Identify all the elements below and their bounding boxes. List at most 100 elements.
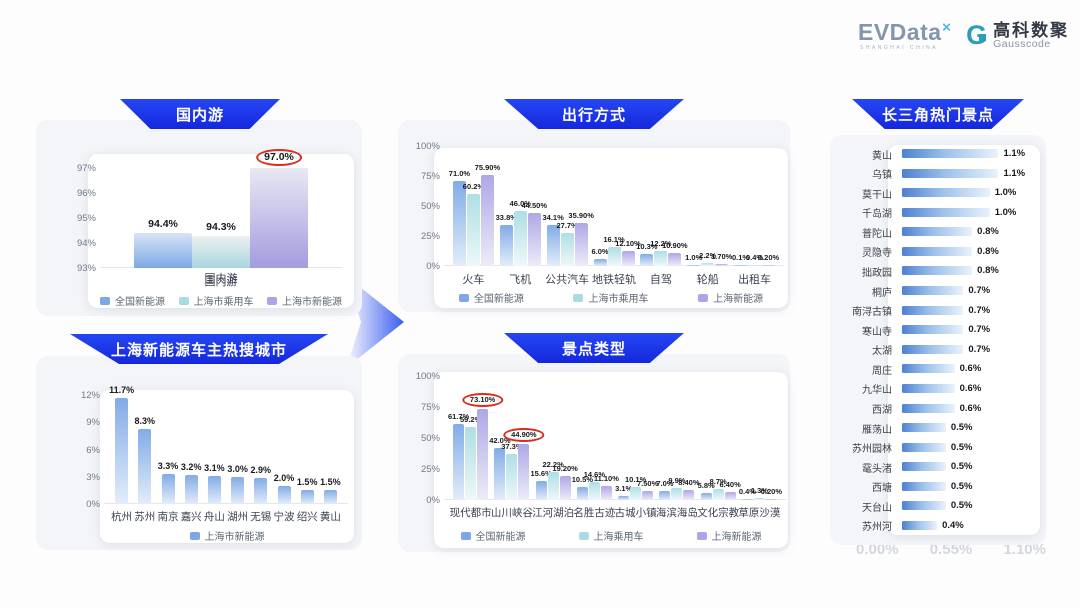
- hbar-row: 苏州园林 0.5%: [834, 441, 1036, 456]
- hbar-category-label: 西湖: [872, 405, 892, 417]
- x-category-label: 无锡: [250, 511, 272, 523]
- bar-value-label: 8.3%: [134, 415, 156, 426]
- hbar-track: 0.7%: [902, 304, 1036, 316]
- y-tick-label: 100%: [415, 141, 440, 152]
- bar-value-label: 60.2%: [462, 181, 485, 191]
- bar-value-label: 3.1%: [204, 462, 225, 473]
- banner-travel-modes: 出行方式: [504, 99, 684, 129]
- hbar-track: 0.4%: [902, 520, 1036, 531]
- bar: [477, 409, 489, 500]
- x-category-label: 古城小镇: [614, 507, 657, 519]
- hbar-track: 0.6%: [902, 363, 1036, 374]
- bar: [765, 498, 777, 500]
- x-category-label: 海滨海岛: [655, 507, 698, 519]
- legend-label: 上海市乘用车: [588, 294, 649, 305]
- bar-value-label: 12.10%: [615, 239, 641, 249]
- hbar-track: 1.1%: [902, 168, 1036, 179]
- bar: [494, 447, 506, 500]
- bar-value-label: 10.1%: [624, 475, 647, 485]
- hbar-track: 0.8%: [902, 265, 1036, 276]
- bar: [576, 486, 588, 500]
- hbar-value-label: 0.5%: [950, 422, 973, 434]
- bar-value-label: 7.0%: [656, 479, 674, 489]
- x-category-label: 南京: [157, 511, 179, 523]
- bar-value-label: 6.40%: [719, 480, 741, 490]
- bar-value-label: 3.1%: [615, 484, 633, 494]
- bar-value-label: 15.6%: [530, 468, 552, 478]
- hbar-category-label: 西塘: [872, 483, 892, 495]
- y-tick-label: 94%: [76, 238, 96, 250]
- bar-value-label: 1.70%: [711, 251, 733, 261]
- chart-plot-area: 0% 3% 6% 9% 12% 11.7% 8.3% 3.3% 3.2% 3.1% 3.0% 2.9%…: [81, 384, 348, 523]
- bar: [134, 233, 192, 268]
- bar: [138, 428, 152, 504]
- bar-value-label: 94.3%: [206, 220, 236, 233]
- hbar-value-label: 0.5%: [950, 461, 973, 473]
- hbar-value-label: 0.5%: [950, 441, 973, 453]
- bar-value-label: 3.0%: [227, 463, 248, 474]
- x-category-label: 地铁轻轨: [592, 274, 636, 286]
- hbar: [902, 462, 946, 472]
- y-tick-label: 95%: [76, 213, 96, 225]
- hbar-category-label: 普陀山: [862, 228, 892, 240]
- hbar-category-label: 南浔古镇: [852, 307, 892, 319]
- hbar-value-label: 0.7%: [968, 304, 991, 316]
- hbar-category-label: 苏州园林: [852, 444, 892, 456]
- hbar-category-label: 拙政园: [862, 267, 892, 279]
- hbar-category-label: 太湖: [872, 346, 892, 358]
- bar: [701, 263, 715, 266]
- bar: [480, 174, 494, 266]
- bar-value-label: 3.2%: [180, 461, 202, 472]
- x-category-label: 宁波: [273, 511, 295, 523]
- chart-domestic-travel: 93% 94% 95% 96% 97% 94.4% 94.3% 97.0% 国内游 国内游 全国新能…: [36, 120, 362, 316]
- x-category-label: 嘉兴: [180, 511, 202, 523]
- y-tick-label: 75%: [420, 171, 440, 182]
- hbar-category-label: 天台山: [862, 502, 892, 514]
- bar: [527, 212, 541, 266]
- hbar: [902, 423, 946, 433]
- evdata-x-icon: ✕: [941, 20, 953, 35]
- hbar: [902, 266, 973, 276]
- legend-item: 上海新能源: [696, 528, 762, 543]
- bar-value-label: 22.2%: [542, 460, 564, 470]
- bar: [724, 492, 736, 500]
- hbar-track: 1.1%: [902, 148, 1036, 159]
- hbar-value-label: 1.1%: [1003, 148, 1026, 159]
- bar: [715, 263, 729, 266]
- y-tick-label: 12%: [80, 390, 100, 402]
- bar: [453, 423, 465, 500]
- bar: [535, 480, 547, 500]
- bar: [712, 489, 724, 500]
- bar-value-label: 11.7%: [109, 384, 135, 395]
- ghost-tick: 0.55%: [929, 541, 973, 558]
- bar: [560, 232, 574, 266]
- hbar-track: 0.7%: [902, 285, 1036, 297]
- bar-value-label: 0.4%: [746, 252, 764, 262]
- bar: [588, 481, 600, 500]
- gausscode-cn-name: 高科数聚: [993, 20, 1070, 40]
- legend-item: 上海市新能源: [267, 293, 342, 308]
- legend-item: 上海市乘用车: [573, 290, 648, 305]
- hbar-track: 0.5%: [902, 481, 1036, 492]
- hbar: [902, 520, 938, 530]
- hbar-value-label: 0.7%: [968, 285, 991, 297]
- bar: [683, 489, 695, 500]
- banner-hot-cities: 上海新能源车主热搜城市: [70, 334, 328, 364]
- ghost-tick: 1.10%: [1003, 541, 1046, 558]
- bar: [621, 251, 635, 266]
- hbar-category-label: 九华山: [862, 385, 892, 397]
- bar: [734, 264, 748, 266]
- legend-swatch-icon: [178, 296, 189, 305]
- x-category-label: 山川峡谷: [490, 507, 533, 519]
- legend-swatch-icon: [460, 531, 471, 540]
- legend-swatch-icon: [458, 293, 469, 302]
- x-category-label: 苏州: [134, 511, 156, 523]
- bar-value-label: 19.20%: [552, 464, 578, 474]
- hbar-rows: 黄山 1.1% 乌镇 1.1% 莫干山 1.0% 千岛湖 1.0% 普陀山 0.8% 灵隐寺 0.8%…: [834, 147, 1036, 533]
- bar-value-label: 75.90%: [474, 162, 501, 172]
- hbar-track: 0.7%: [902, 344, 1036, 355]
- bar-value-label: 34.1%: [542, 213, 564, 223]
- bar: [593, 258, 607, 266]
- chart-attraction-types: 0% 25% 50% 75% 100% 61.7% 42.0% 15.6% 10.5% 3.1% 7…: [398, 354, 790, 552]
- hbar-category-label: 雁荡山: [862, 424, 892, 436]
